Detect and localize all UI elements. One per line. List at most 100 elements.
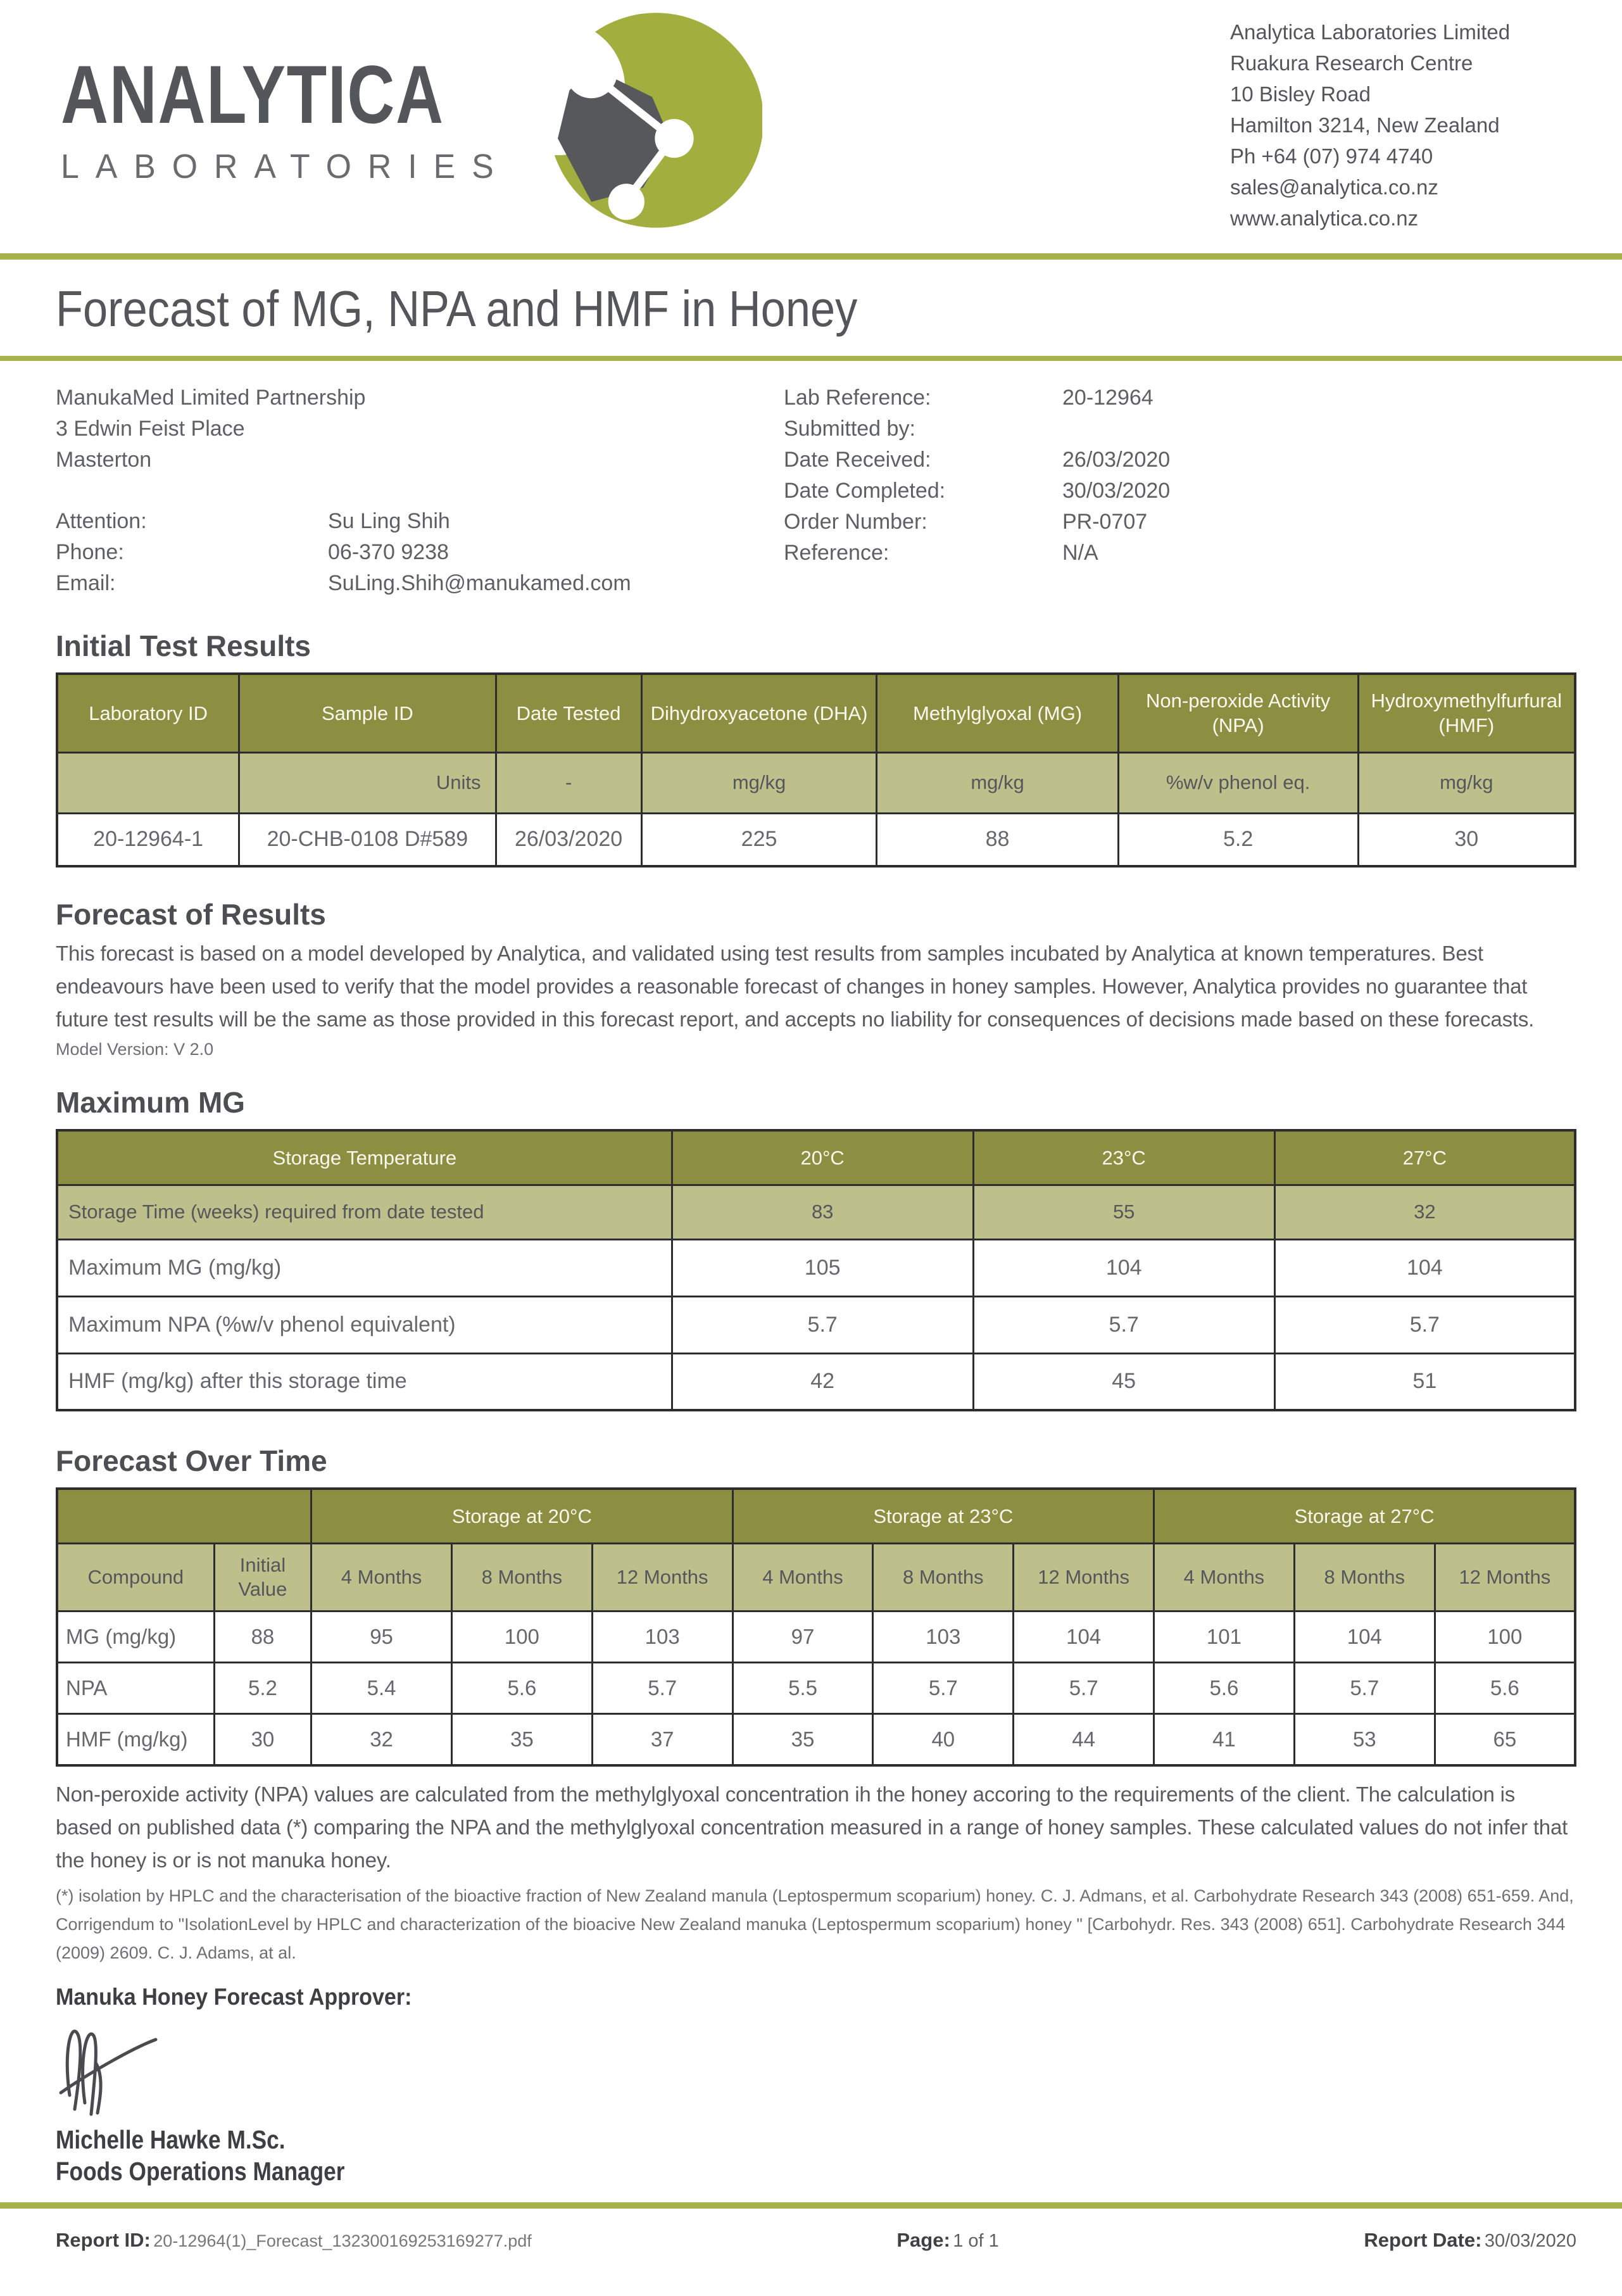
units-cell: mg/kg	[876, 751, 1119, 814]
contact-line: Analytica Laboratories Limited	[1230, 20, 1511, 44]
approver-name: Michelle Hawke M.Sc.	[56, 2124, 286, 2154]
column-header: Date Tested	[494, 672, 643, 754]
column-header: 4 Months	[310, 1542, 453, 1612]
table-cell: 5.7	[872, 1661, 1015, 1715]
table-cell: 104	[1012, 1610, 1155, 1663]
client-address-line: 3 Edwin Feist Place	[56, 417, 245, 441]
field-value: N/A	[1062, 541, 1098, 565]
table-row-mg: MG (mg/kg) 88 95 100 103 97 103 104 101 …	[56, 1610, 1576, 1663]
table-cell: 40	[872, 1712, 1015, 1766]
field-label: Lab Reference:	[784, 386, 931, 410]
column-header: 12 Months	[1012, 1542, 1155, 1612]
column-header: Sample ID	[238, 672, 497, 754]
table-cell: 32	[1273, 1183, 1576, 1240]
footer-report-id: Report ID: 20-12964(1)_Forecast_13230016…	[56, 2229, 532, 2252]
model-version-note: Model Version: V 2.0	[56, 1040, 214, 1059]
sample-id-cell: 20-CHB-0108 D#589	[238, 812, 497, 867]
table-header-row: Storage Temperature 20°C 23°C 27°C	[56, 1129, 1576, 1186]
laboratory-id-cell: 20-12964-1	[56, 812, 241, 867]
report-id-label: Report ID:	[56, 2229, 151, 2251]
field-value: 26/03/2020	[1062, 448, 1171, 472]
column-header: 8 Months	[1293, 1542, 1436, 1612]
field-value: 30/03/2020	[1062, 479, 1171, 503]
meta-row: Submitted by:	[784, 413, 1576, 445]
meta-row: Order Number: PR-0707	[784, 507, 1576, 538]
column-header: 12 Months	[1433, 1542, 1576, 1612]
row-label: MG (mg/kg)	[56, 1610, 215, 1663]
divider	[0, 356, 1622, 361]
row-label: HMF (mg/kg) after this storage time	[56, 1352, 673, 1411]
footer-report-date: Report Date: 30/03/2020	[1364, 2229, 1576, 2252]
units-label: Units	[238, 751, 497, 814]
client-address-line: Masterton	[56, 448, 152, 472]
meta-row: Date Completed: 30/03/2020	[784, 476, 1576, 507]
month-header-row: Compound Initial Value 4 Months 8 Months…	[56, 1542, 1576, 1612]
table-cell: 45	[972, 1352, 1276, 1411]
table-cell: 30	[213, 1712, 313, 1766]
section-heading-forecast-over-time: Forecast Over Time	[56, 1444, 327, 1477]
table-cell: 55	[972, 1183, 1276, 1240]
field-label: Order Number:	[784, 510, 927, 534]
divider	[0, 253, 1622, 260]
table-cell: 5.7	[1293, 1661, 1436, 1715]
units-row: Units - mg/kg mg/kg %w/v phenol eq. mg/k…	[56, 751, 1576, 814]
column-header: 8 Months	[450, 1542, 593, 1612]
mg-cell: 88	[876, 812, 1119, 867]
column-header: Initial Value	[213, 1542, 313, 1612]
section-heading-initial-test-results: Initial Test Results	[56, 629, 311, 662]
column-header: 23°C	[972, 1129, 1276, 1186]
hmf-cell: 30	[1357, 812, 1576, 867]
table-cell: 5.6	[450, 1661, 593, 1715]
column-header: Compound	[56, 1542, 215, 1612]
client-meta-section: ManukaMed Limited Partnership 3 Edwin Fe…	[56, 382, 1576, 599]
brand-subtitle: LABORATORIES	[61, 148, 510, 186]
table-row: Maximum MG (mg/kg) 105 104 104	[56, 1238, 1576, 1297]
table-cell: 100	[1433, 1610, 1576, 1663]
page-title: Forecast of MG, NPA and HMF in Honey	[56, 281, 858, 337]
table-cell: 5.2	[213, 1661, 313, 1715]
analytica-molecule-logo-icon	[529, 13, 762, 228]
contact-line: Ruakura Research Centre	[1230, 51, 1473, 75]
table-cell: 42	[670, 1352, 974, 1411]
storage-23c-header: Storage at 23°C	[731, 1487, 1155, 1544]
column-header: 4 Months	[1153, 1542, 1295, 1612]
units-cell: -	[494, 751, 643, 814]
report-meta-block: Lab Reference: 20-12964 Submitted by: Da…	[784, 382, 1576, 599]
units-cell: %w/v phenol eq.	[1117, 751, 1359, 814]
header: ANALYTICA LABORATORIES Analytica Laborat…	[0, 0, 1622, 253]
client-block: ManukaMed Limited Partnership 3 Edwin Fe…	[56, 382, 784, 599]
client-email-row: Email: SuLing.Shih@manukamed.com	[56, 568, 784, 599]
table-row: Maximum NPA (%w/v phenol equivalent) 5.7…	[56, 1295, 1576, 1354]
table-cell: 51	[1273, 1352, 1576, 1411]
contact-line: Ph +64 (07) 974 4740	[1230, 144, 1433, 168]
table-row: HMF (mg/kg) after this storage time 42 4…	[56, 1352, 1576, 1411]
table-cell: 83	[670, 1183, 974, 1240]
field-label: Submitted by:	[784, 417, 915, 441]
units-cell	[56, 751, 241, 814]
row-label: Storage Time (weeks) required from date …	[56, 1183, 673, 1240]
dha-cell: 225	[640, 812, 878, 867]
client-phone-row: Phone: 06-370 9238	[56, 537, 784, 568]
field-value: Su Ling Shih	[328, 509, 450, 533]
table-cell: 103	[872, 1610, 1015, 1663]
column-header: Methylglyoxal (MG)	[876, 672, 1119, 754]
report-date-label: Report Date:	[1364, 2229, 1482, 2251]
table-cell: 104	[1293, 1610, 1436, 1663]
table-cell: 104	[1273, 1238, 1576, 1297]
approver-heading: Manuka Honey Forecast Approver:	[56, 1983, 412, 2010]
table-cell: 5.6	[1153, 1661, 1295, 1715]
table-row-npa: NPA 5.2 5.4 5.6 5.7 5.5 5.7 5.7 5.6 5.7 …	[56, 1661, 1576, 1715]
table-cell: 104	[972, 1238, 1276, 1297]
row-label: Maximum NPA (%w/v phenol equivalent)	[56, 1295, 673, 1354]
contact-line: 10 Bisley Road	[1230, 82, 1371, 106]
field-label: Attention:	[56, 509, 147, 533]
page-value: 1 of 1	[953, 2231, 999, 2251]
table-cell: 37	[591, 1712, 734, 1766]
table-cell: 97	[731, 1610, 874, 1663]
table-cell: 35	[731, 1712, 874, 1766]
units-cell: mg/kg	[1357, 751, 1576, 814]
client-name: ManukaMed Limited Partnership	[56, 386, 366, 410]
table-cell: 5.7	[1012, 1661, 1155, 1715]
table-cell: 5.7	[591, 1661, 734, 1715]
section-heading-maximum-mg: Maximum MG	[56, 1086, 246, 1119]
